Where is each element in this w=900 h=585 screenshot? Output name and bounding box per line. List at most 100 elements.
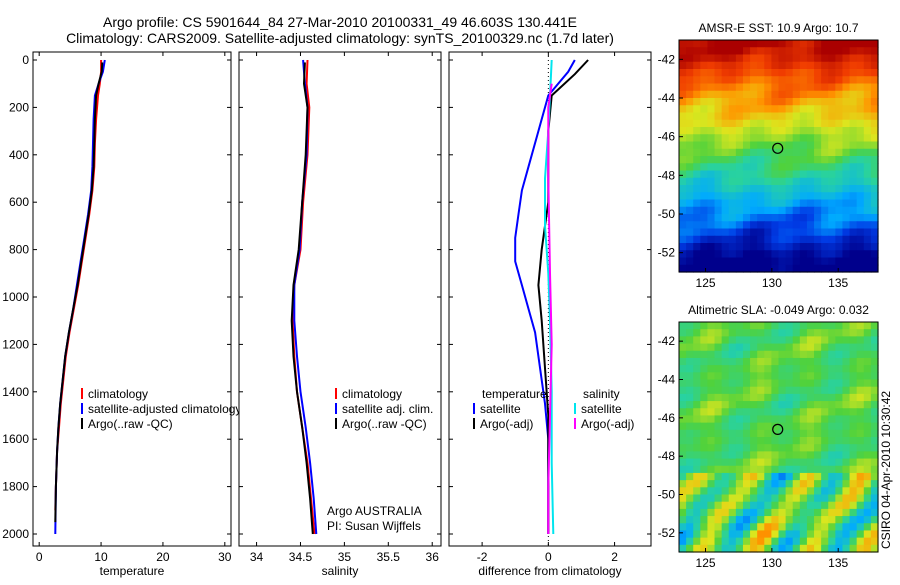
map-cell — [728, 415, 737, 424]
map-cell — [735, 372, 744, 381]
map-cell — [757, 494, 765, 503]
map-cell — [792, 350, 801, 359]
map-cell — [714, 192, 723, 201]
map-cell — [835, 69, 844, 77]
map-cell — [799, 480, 808, 488]
map-cell — [814, 192, 822, 201]
map-cell — [714, 451, 723, 460]
map-cell — [750, 322, 758, 330]
map-cell — [750, 47, 758, 56]
map-cell — [821, 199, 829, 208]
map-cell — [757, 69, 765, 77]
map-cell — [835, 76, 844, 85]
map-cell — [721, 83, 730, 92]
map-cell — [849, 408, 858, 417]
map-cell — [714, 250, 723, 259]
map-cell — [686, 336, 694, 345]
map-cell — [785, 415, 794, 424]
x-tick-label: 135 — [828, 276, 848, 290]
map-cell — [700, 336, 709, 345]
map-cell — [835, 437, 844, 445]
map-cell — [814, 170, 822, 179]
map-cell — [828, 228, 836, 237]
map-cell — [828, 250, 836, 259]
map-cell — [721, 523, 730, 532]
map-cell — [856, 199, 865, 208]
map-cell — [856, 458, 865, 467]
map-cell — [742, 530, 751, 539]
map-cell — [686, 487, 694, 496]
map-cell — [806, 221, 815, 230]
legend-label: satellite-adjusted climatology — [88, 402, 241, 416]
legend-label: Argo(..raw -QC) — [88, 417, 173, 431]
map-cell — [870, 156, 879, 164]
map-cell — [863, 134, 872, 143]
map-cell — [856, 523, 865, 532]
map-cell — [842, 523, 851, 532]
map-cell — [750, 264, 758, 273]
map-cell — [785, 214, 794, 222]
map-cell — [771, 379, 780, 388]
map-cell — [693, 379, 701, 388]
map-cell — [870, 61, 879, 70]
map-cell — [863, 465, 872, 474]
map-cell — [735, 141, 744, 150]
map-cell — [814, 206, 822, 215]
map-cell — [785, 501, 794, 510]
map-cell — [728, 365, 737, 373]
map-cell — [686, 228, 694, 237]
map-cell — [863, 257, 872, 266]
map-cell — [771, 494, 780, 503]
map-cell — [693, 177, 701, 186]
map-cell — [870, 134, 879, 143]
map-cell — [799, 501, 808, 510]
map-cell — [700, 516, 709, 524]
map-cell — [792, 54, 801, 63]
map-cell — [728, 437, 737, 445]
map-cell — [778, 501, 787, 510]
map-cell — [828, 156, 836, 164]
map-cell — [714, 98, 723, 106]
map-cell — [799, 365, 808, 373]
map-cell — [721, 221, 730, 230]
map-cell — [828, 235, 836, 244]
map-cell — [728, 47, 737, 56]
map-cell — [764, 379, 772, 388]
map-cell — [856, 83, 865, 92]
map-cell — [771, 199, 780, 208]
map-cell — [742, 170, 751, 179]
map-cell — [679, 365, 687, 373]
map-cell — [778, 163, 787, 172]
map-cell — [742, 429, 751, 438]
map-cell — [799, 214, 808, 222]
map-cell — [778, 508, 787, 517]
map-cell — [835, 401, 844, 409]
map-cell — [750, 437, 758, 445]
map-cell — [742, 127, 751, 135]
map-cell — [778, 343, 787, 352]
map-cell — [728, 350, 737, 359]
map-cell — [735, 487, 744, 496]
map-cell — [707, 365, 716, 373]
map-cell — [679, 156, 687, 164]
map-cell — [785, 408, 794, 417]
map-cell — [828, 69, 836, 77]
map-cell — [707, 163, 716, 172]
map-cell — [714, 228, 723, 237]
map-cell — [842, 243, 851, 251]
map-cell — [707, 69, 716, 77]
map-cell — [714, 322, 723, 330]
map-cell — [870, 105, 879, 114]
map-cell — [735, 105, 744, 114]
map-cell — [750, 444, 758, 452]
map-cell — [849, 415, 858, 424]
map-cell — [764, 257, 772, 266]
map-cell — [679, 112, 687, 121]
map-cell — [863, 214, 872, 222]
map-cell — [686, 134, 694, 143]
map-cell — [721, 105, 730, 114]
map-cell — [835, 192, 844, 201]
map-cell — [785, 480, 794, 488]
map-cell — [821, 401, 829, 409]
map-cell — [828, 105, 836, 114]
